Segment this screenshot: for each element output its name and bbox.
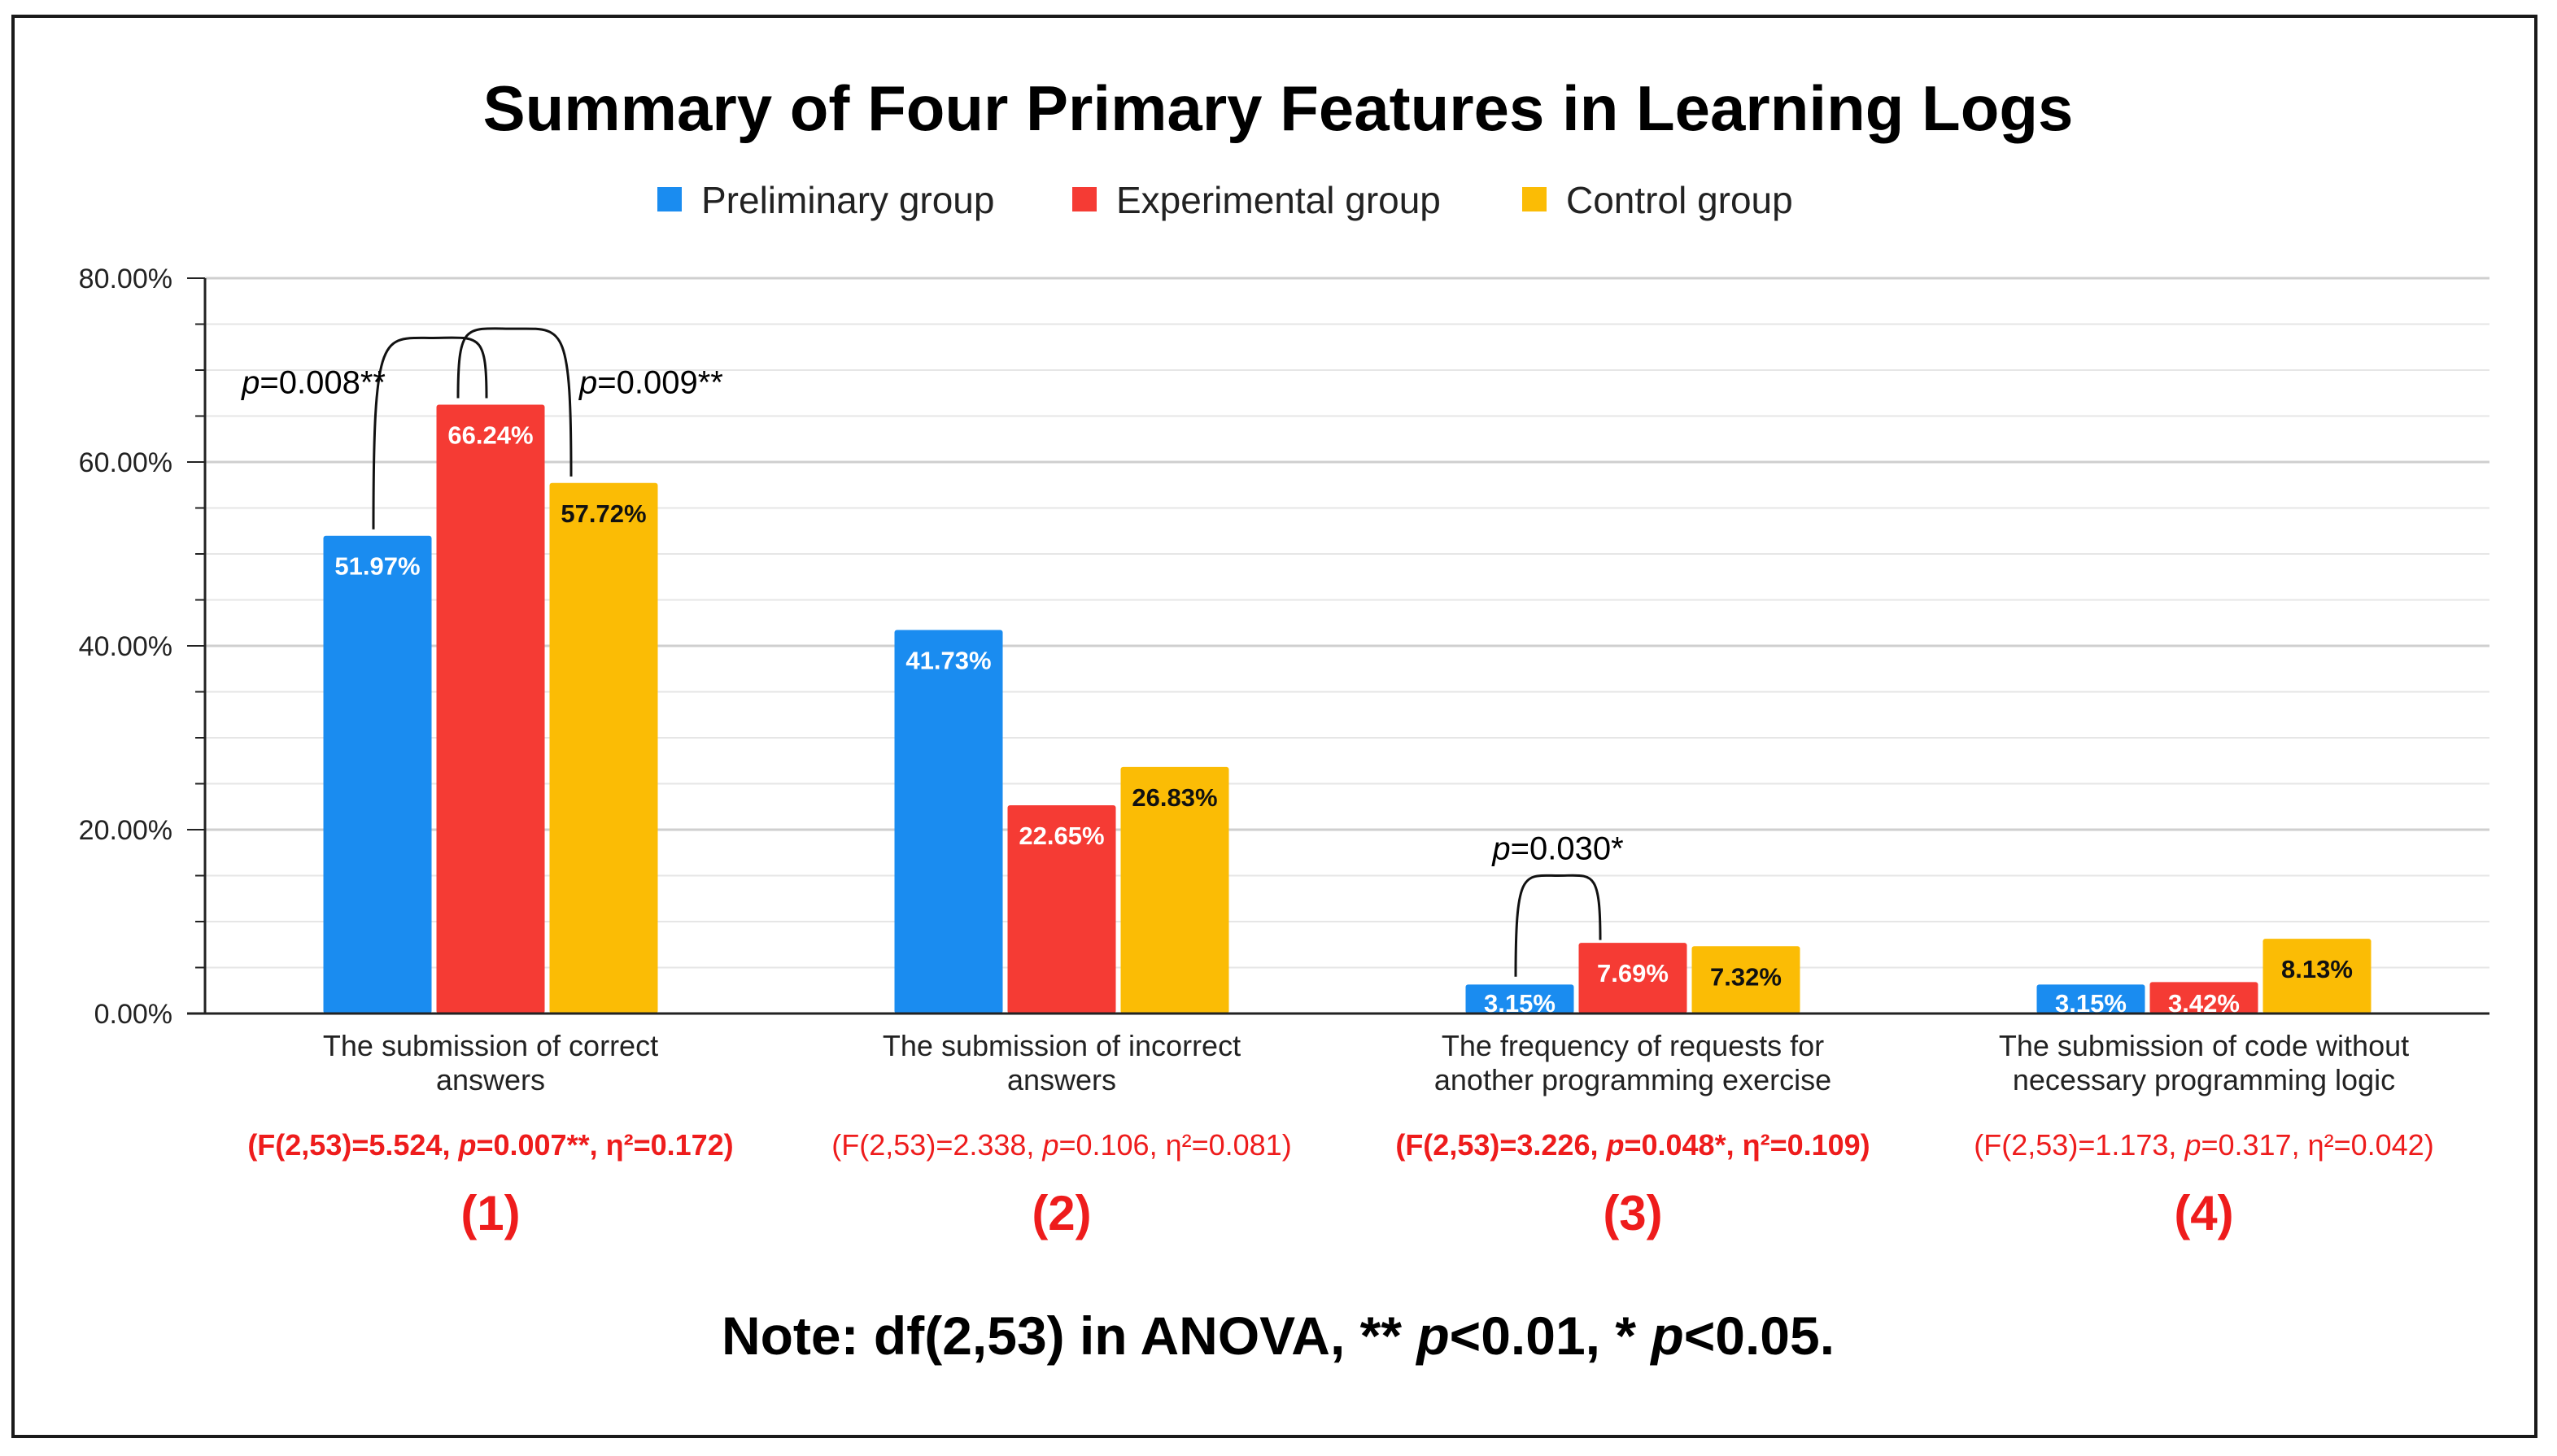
x-category-label: The submission of correct [323,1029,658,1062]
bars: 51.97%66.24%57.72%41.73%22.65%26.83%3.15… [323,404,2372,1018]
bar [549,482,658,1014]
feature-number: (4) [2174,1186,2233,1240]
anova-stat: (F(2,53)=3.226, p=0.048*, η²=0.109) [1395,1128,1870,1162]
chart-frame [11,15,2537,1438]
bar [1578,943,1687,1014]
data-label: 7.32% [1710,962,1782,991]
bar [1120,766,1229,1014]
anova-stat: (F(2,53)=5.524, p=0.007**, η²=0.172) [247,1128,733,1162]
p-value-label: p=0.030* [1491,831,1623,867]
x-category-label: The submission of incorrect [883,1029,1241,1062]
p-value-label: p=0.009** [578,364,723,400]
y-axis: 0.00% 20.00% 40.00% 60.00% 80.00% [79,264,207,1030]
significance-brackets: p=0.008** p=0.009** p=0.030* [241,327,1624,977]
data-label: 66.24% [447,421,533,449]
data-label: 57.72% [561,499,646,528]
p-value-label: p=0.008** [241,364,386,400]
significance-bracket [456,327,573,477]
feature-number: (2) [1032,1186,1091,1240]
x-category-label: necessary programming logic [2013,1063,2395,1096]
legend-label: Preliminary group [701,179,994,221]
y-tick-label: 40.00% [79,631,172,662]
data-label: 8.13% [2281,955,2353,983]
y-tick-label: 80.00% [79,264,172,294]
significance-bracket [372,336,488,530]
legend: Preliminary group Experimental group Contr… [657,179,1793,221]
bar [1691,946,1800,1014]
anova-stat: (F(2,53)=1.173, p=0.317, η²=0.042) [1974,1128,2433,1162]
legend-label: Experimental group [1116,179,1441,221]
x-category-label: answers [436,1063,545,1096]
data-label: 41.73% [905,646,991,674]
anova-stat: (F(2,53)=2.338, p=0.106, η²=0.081) [831,1128,1291,1162]
x-category-label: The frequency of requests for [1442,1029,1824,1062]
bar [1007,805,1116,1014]
bar [323,535,432,1014]
footnote: Note: df(2,53) in ANOVA, ** p<0.01, * p<… [722,1306,1835,1366]
x-category-label: answers [1007,1063,1116,1096]
y-tick-label: 60.00% [79,447,172,478]
gridlines [205,277,2489,969]
bar [2262,939,2372,1014]
legend-label: Control group [1566,179,1793,221]
data-label: 26.83% [1132,783,1217,812]
x-category-label: The submission of code without [1999,1029,2409,1062]
anova-stats: (F(2,53)=5.524, p=0.007**, η²=0.172) (1) (… [247,1128,2433,1240]
legend-swatch [1522,187,1547,211]
y-tick-label: 20.00% [79,815,172,846]
feature-number: (3) [1603,1186,1662,1240]
bar [1465,984,1574,1014]
y-tick-label: 0.00% [94,999,172,1030]
chart-title: Summary of Four Primary Features in Lear… [483,72,2074,144]
legend-swatch [1072,187,1097,211]
bar [2036,984,2145,1014]
significance-bracket [1514,874,1602,977]
bar [894,630,1003,1014]
data-label: 51.97% [334,552,420,581]
x-category-label: another programming exercise [1434,1063,1831,1096]
data-label: 7.69% [1597,959,1669,987]
feature-number: (1) [460,1186,520,1240]
legend-swatch [657,187,682,211]
data-label: 22.65% [1019,822,1104,850]
bar [2149,982,2258,1014]
bar [436,404,545,1014]
